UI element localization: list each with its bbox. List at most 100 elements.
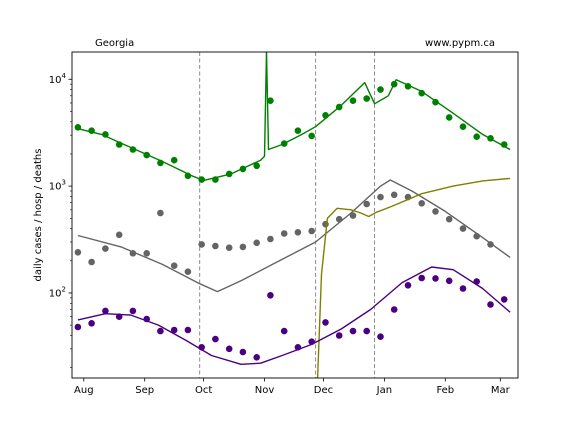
data-point [445,215,453,223]
data-point [432,98,439,106]
data-point [294,229,302,236]
data-point [198,241,205,248]
data-point [212,176,219,183]
data-point [280,327,288,335]
data-point [322,112,329,119]
data-point [308,338,316,346]
data-point [404,282,412,289]
data-point [253,239,260,247]
data-point [170,262,178,270]
data-point [294,127,302,134]
data-point [74,323,82,331]
x-tick-label: Oct [195,385,212,396]
series-curve [316,177,511,378]
data-point [267,235,274,243]
data-point [308,132,316,140]
data-point [212,335,219,343]
data-point [500,141,508,148]
data-point [500,296,508,303]
data-point [459,225,467,232]
x-tick-label: Sep [135,385,154,396]
x-tick-label: Mar [491,385,511,396]
data-point [335,215,343,223]
series-curve [77,52,511,182]
x-tick-label: Nov [255,385,275,396]
data-point [157,209,164,217]
data-point [377,86,384,93]
data-point [459,123,467,130]
data-point [432,208,439,215]
data-point [184,172,192,180]
data-point [349,212,357,219]
data-point [322,319,329,326]
data-point [184,268,192,276]
data-point [473,278,481,285]
data-point [349,97,357,104]
data-point [102,131,109,138]
data-point [390,80,398,88]
x-tick-label: Jan [376,385,392,396]
data-point [322,220,329,228]
data-point [253,162,260,170]
data-point [335,103,343,111]
data-point [129,146,137,153]
data-point [170,156,178,164]
data-point [115,141,123,148]
x-tick-label: Dec [314,385,333,396]
y-tick-label: 103 [49,179,66,193]
plot-area: Aug Sep Oct Nov Dec Jan Feb Mar 102 103 104 [49,51,519,396]
data-point [459,285,467,292]
y-tick-label: 104 [49,72,67,86]
data-point [88,320,95,327]
data-point [198,176,205,183]
data-point [102,307,109,315]
data-point [432,275,439,282]
data-point [225,345,233,353]
data-point [267,97,274,104]
data-point [157,159,164,167]
data-point [418,200,426,207]
data-point [239,165,247,173]
data-point [335,332,343,339]
data-point [225,170,233,178]
data-point [363,95,371,102]
x-tick-label: Feb [436,385,454,396]
data-point [88,258,95,266]
data-point [377,193,384,201]
data-point [349,327,357,335]
data-point [308,227,316,235]
data-point [198,344,205,351]
data-point [102,245,109,252]
data-point [115,231,123,239]
data-point [143,250,150,257]
data-point [418,89,426,97]
y-axis-label: daily cases / hosp / deaths [33,149,44,282]
data-point [280,140,288,147]
data-point [129,250,137,257]
region-label: Georgia [95,38,134,49]
data-point [129,307,137,315]
data-point [390,306,398,313]
data-point [239,243,247,251]
data-point [473,232,481,240]
data-point [157,327,164,335]
data-point [170,326,178,334]
data-point [418,274,426,282]
data-point [363,200,371,208]
data-point [184,326,192,334]
data-point [267,292,274,299]
data-point [115,313,123,321]
data-point [487,301,494,308]
y-tick-label: 102 [49,285,66,299]
data-point [143,151,150,159]
data-point [445,114,453,121]
data-point [487,135,494,142]
data-point [390,191,398,199]
plot-frame [71,51,519,379]
data-point [377,333,384,341]
data-point [253,354,260,361]
data-point [225,244,233,251]
data-point [212,242,219,250]
data-point [74,249,82,256]
